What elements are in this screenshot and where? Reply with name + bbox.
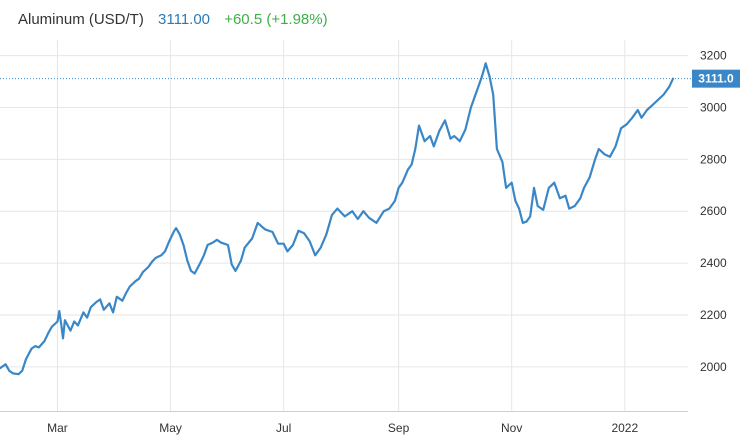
y-tick-label: 2800 [700,152,727,166]
y-tick-label: 2400 [700,256,727,270]
y-tick-label: 2200 [700,308,727,322]
grid-layer [0,40,688,411]
y-tick-label: 2600 [700,204,727,218]
price-tag [692,69,740,88]
price-change: +60.5 (+1.98%) [224,11,328,28]
price-tag-layer: 3111.0 [692,69,740,88]
current-price: 3111.00 [158,11,211,28]
x-tick-label: Mar [47,421,68,435]
x-tick-label: Sep [388,421,410,435]
series-layer [0,62,675,376]
x-tick-label: May [159,421,182,435]
chart-header: Aluminum (USD/T) 3111.00 +60.5 (+1.98%) [18,11,338,28]
price-tag-label: 3111.0 [698,72,734,86]
y-tick-label: 3200 [700,49,727,63]
y-tick-label: 3000 [700,100,727,114]
axis-layer: 2000 2200 2400 2600 2800 3000 3200 Mar May Jul Sep… [0,49,727,435]
y-tick-label: 2000 [700,360,727,374]
x-tick-label: 2022 [611,421,638,435]
x-tick-label: Jul [276,421,291,435]
x-tick-label: Nov [501,421,522,435]
price-series-line [0,62,675,376]
chart-title: Aluminum (USD/T) [18,11,144,28]
